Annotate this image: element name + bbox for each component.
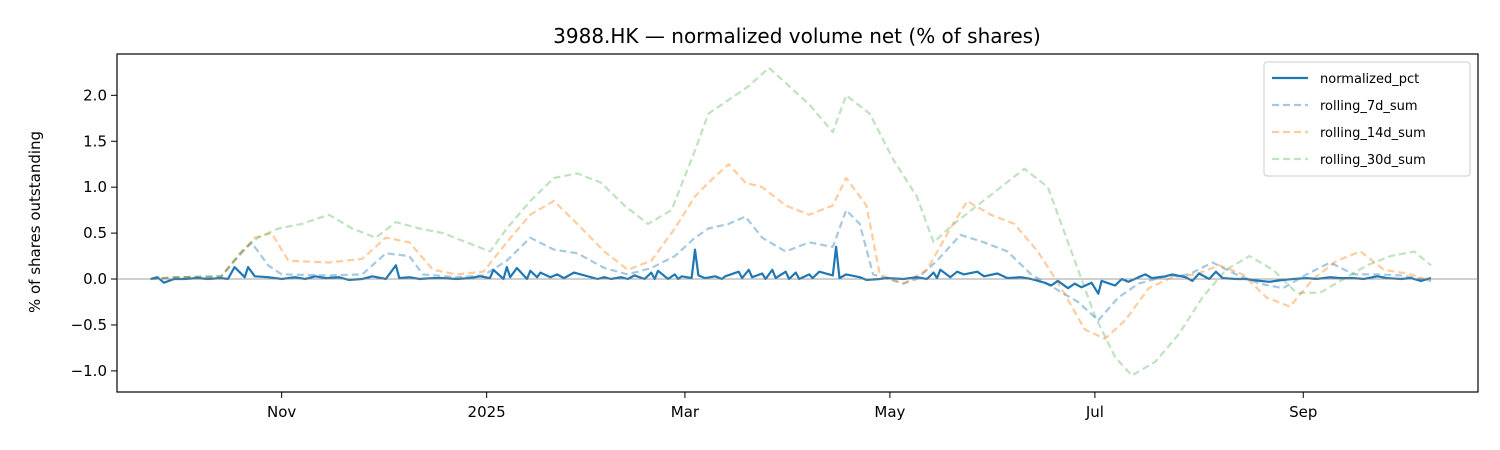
x-tick-label: Jul bbox=[1085, 403, 1104, 421]
series-line-rolling-14d-sum bbox=[150, 163, 1432, 340]
legend-label: rolling_14d_sum bbox=[1320, 126, 1426, 141]
plot-frame bbox=[116, 53, 1479, 393]
x-tick-label: 2025 bbox=[468, 403, 506, 421]
y-tick-label: 1.5 bbox=[83, 132, 107, 150]
axes-layer: Nov 2025 Mar May Jul Sep 2.0 1.5 1.0 0.5 0.0 −0.5 −1… bbox=[71, 86, 1478, 421]
y-tick-label: −1.0 bbox=[71, 362, 107, 380]
x-tick-label: Mar bbox=[671, 403, 700, 421]
legend-label: rolling_7d_sum bbox=[1320, 99, 1418, 114]
chart-title: 3988.HK — normalized volume net (% of sh… bbox=[553, 24, 1041, 48]
legend-label: rolling_30d_sum bbox=[1320, 153, 1426, 168]
x-tick-label: Sep bbox=[1289, 403, 1317, 421]
x-tick-label: Nov bbox=[267, 403, 296, 421]
series-layer bbox=[150, 66, 1432, 377]
y-tick-label: −0.5 bbox=[71, 316, 107, 334]
series-line-rolling-30d-sum bbox=[150, 66, 1432, 377]
series-line-normalized-pct bbox=[150, 245, 1432, 295]
legend: normalized_pct rolling_7d_sum rolling_14d_… bbox=[1263, 61, 1471, 177]
y-tick-label: 2.0 bbox=[83, 86, 107, 104]
series-line-rolling-7d-sum bbox=[150, 209, 1432, 322]
y-tick-label: 1.0 bbox=[83, 178, 107, 196]
legend-box bbox=[1263, 61, 1471, 177]
x-tick-label: May bbox=[874, 403, 905, 421]
y-tick-label: 0.0 bbox=[83, 270, 107, 288]
legend-label: normalized_pct bbox=[1320, 72, 1419, 87]
y-axis-label: % of shares outstanding bbox=[26, 131, 44, 313]
y-tick-label: 0.5 bbox=[83, 224, 107, 242]
